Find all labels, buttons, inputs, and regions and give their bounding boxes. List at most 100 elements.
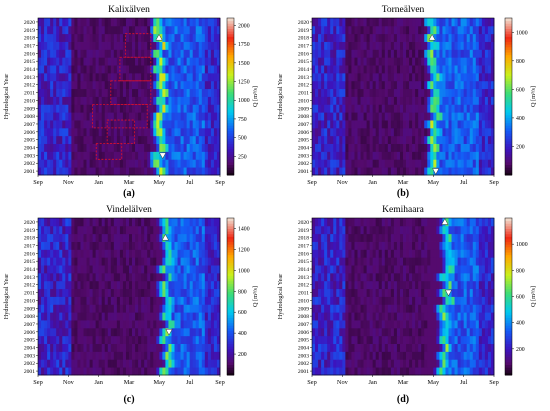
- heatmap-cell: [147, 33, 151, 42]
- heatmap-cell: [159, 327, 163, 337]
- x-tick-label: Mar: [398, 179, 409, 186]
- heatmap-cell: [147, 104, 151, 113]
- heatmap-cell: [315, 335, 319, 344]
- colorbar-segment: [227, 33, 234, 37]
- heatmap-cell: [65, 280, 69, 290]
- heatmap-cell: [399, 159, 404, 168]
- heatmap-cell: [119, 233, 124, 242]
- heatmap-cell: [113, 288, 118, 297]
- heatmap-cell: [451, 359, 455, 368]
- heatmap-cell: [83, 127, 87, 137]
- heatmap-cell: [336, 327, 340, 337]
- heatmap-cell: [53, 288, 57, 297]
- heatmap-cell: [463, 33, 468, 42]
- heatmap-cell: [83, 57, 87, 66]
- heatmap-cell: [466, 280, 471, 290]
- heatmap-cell: [315, 127, 319, 137]
- heatmap-cell: [132, 135, 136, 144]
- heatmap-cell: [47, 167, 51, 176]
- heatmap-cell: [104, 320, 109, 329]
- heatmap-cell: [321, 335, 325, 344]
- heatmap-cell: [174, 151, 178, 160]
- heatmap-cell: [409, 41, 413, 50]
- heatmap-cell: [77, 159, 81, 168]
- heatmap-cell: [409, 343, 413, 352]
- heatmap-cell: [372, 33, 377, 42]
- heatmap-cell: [41, 120, 45, 129]
- heatmap-cell: [156, 151, 160, 160]
- heatmap-cell: [132, 225, 136, 235]
- y-tick-label: 2013: [24, 275, 35, 281]
- heatmap-cell: [59, 225, 63, 235]
- heatmap-cell: [171, 151, 175, 160]
- colorbar-tick-label: 200: [516, 144, 525, 150]
- heatmap-cell: [445, 296, 449, 305]
- y-tick-label: 2015: [298, 59, 309, 65]
- heatmap-cell: [195, 135, 200, 144]
- heatmap-cell: [321, 120, 325, 129]
- heatmap-cell: [207, 241, 212, 250]
- y-tick-label: 2012: [24, 83, 35, 89]
- heatmap-cell: [68, 112, 72, 121]
- heatmap-cell: [71, 327, 75, 337]
- heatmap-cell: [50, 104, 54, 113]
- heatmap-cell: [92, 272, 97, 282]
- heatmap-cell: [174, 65, 178, 74]
- heatmap-cell: [89, 351, 93, 360]
- heatmap-cell: [369, 151, 374, 160]
- heatmap-cell: [445, 88, 449, 97]
- heatmap-cell: [195, 167, 200, 176]
- heatmap-cell: [342, 343, 346, 352]
- heatmap-cell: [150, 135, 154, 144]
- heatmap-cell: [83, 327, 87, 337]
- heatmap-cell: [424, 167, 428, 176]
- heatmap-cell: [216, 159, 221, 168]
- heatmap-cell: [487, 304, 492, 313]
- heatmap-cell: [80, 25, 84, 35]
- heatmap-cell: [125, 80, 130, 90]
- heatmap-cell: [80, 167, 84, 176]
- heatmap-cell: [213, 218, 218, 227]
- heatmap-cell: [47, 327, 51, 337]
- heatmap-cell: [439, 18, 443, 27]
- heatmap-cell: [38, 249, 42, 258]
- heatmap-cell: [351, 159, 355, 168]
- ice-period-boxes: [92, 33, 152, 160]
- heatmap-cell: [162, 272, 166, 282]
- colorbar-segment: [505, 127, 512, 132]
- heatmap-cell: [430, 80, 434, 90]
- heatmap-cell: [104, 167, 109, 176]
- colorbar-segment: [505, 146, 512, 150]
- heatmap-cell: [38, 104, 42, 113]
- heatmap-cell: [159, 120, 163, 129]
- heatmap-cell: [92, 127, 97, 137]
- heatmap-cell: [80, 18, 84, 27]
- heatmap-cell: [399, 127, 404, 137]
- heatmap-cell: [165, 49, 169, 58]
- heatmap-cell: [430, 143, 434, 152]
- heatmap-cell: [451, 127, 455, 137]
- heatmap-cell: [393, 151, 398, 160]
- heatmap-cell: [475, 265, 480, 274]
- heatmap-cell: [204, 96, 209, 105]
- heatmap-cell: [451, 65, 455, 74]
- heatmap-cell: [430, 257, 434, 266]
- heatmap-cell: [129, 335, 133, 344]
- heatmap-cell: [59, 359, 63, 368]
- heatmap-cell: [98, 265, 103, 274]
- heatmap-cell: [387, 96, 392, 105]
- heatmap-cell: [116, 80, 121, 90]
- heatmap-cell: [427, 151, 431, 160]
- heatmap-cell: [122, 96, 127, 105]
- heatmap-cell: [442, 135, 446, 144]
- heatmap-cell: [348, 249, 352, 258]
- heatmap-cell: [354, 57, 358, 66]
- heatmap-cell: [156, 225, 160, 235]
- heatmap-cell: [475, 127, 480, 137]
- colorbar-segment: [227, 70, 234, 74]
- heatmap-cell: [147, 151, 151, 160]
- heatmap-cell: [378, 143, 383, 152]
- heatmap-cell: [487, 65, 492, 74]
- heatmap-cell: [89, 304, 93, 313]
- heatmap-cell: [390, 367, 395, 376]
